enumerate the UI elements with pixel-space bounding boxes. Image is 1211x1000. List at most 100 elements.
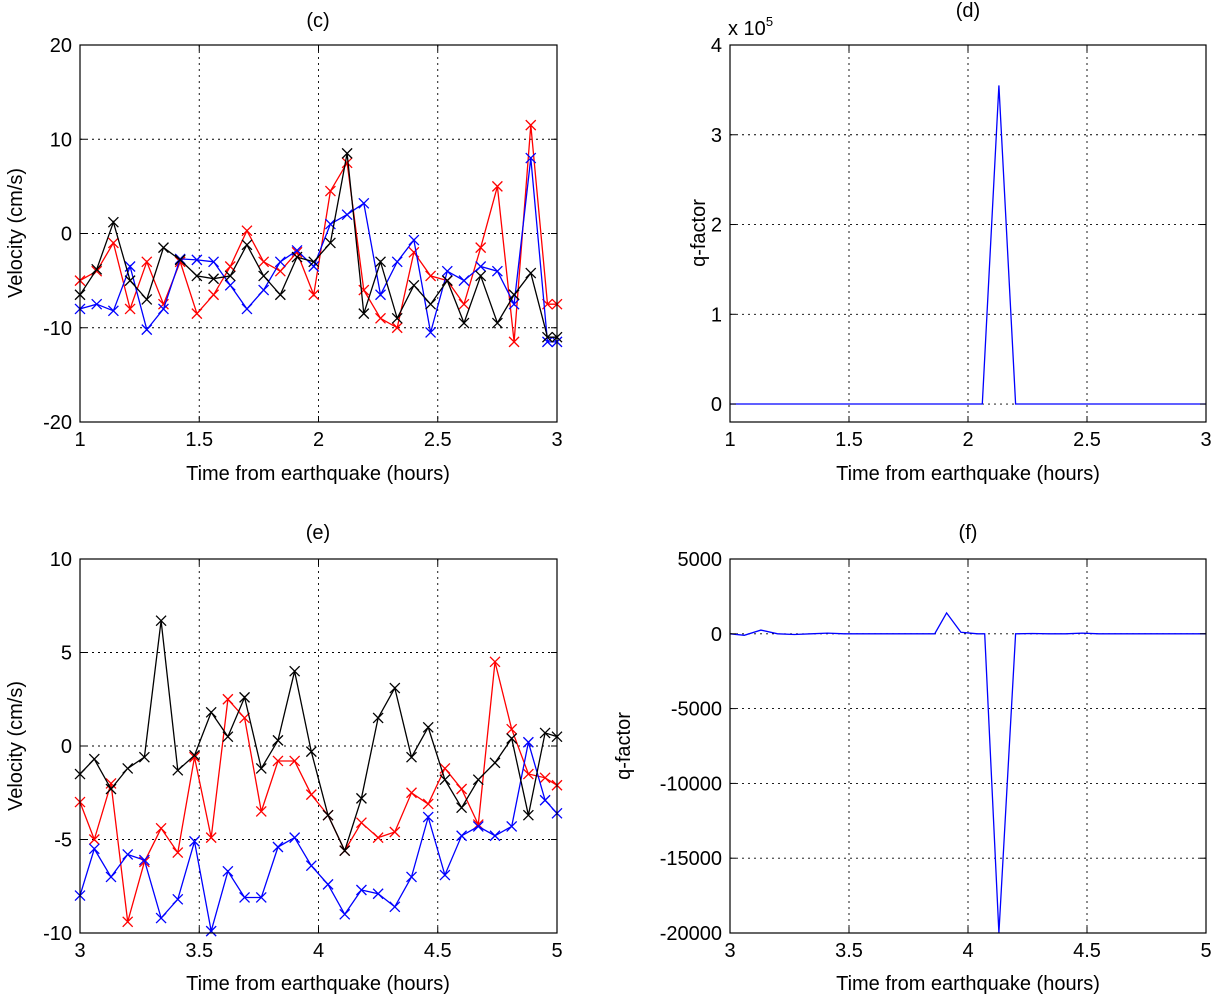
panel-e-series-black-point xyxy=(239,691,251,703)
panel-c-series-black-point xyxy=(91,263,103,275)
panel-e-series-red-point xyxy=(205,832,217,844)
panel-c-series-black-line xyxy=(79,153,557,338)
panel-e-x-axis-label: Time from earthquake (hours) xyxy=(186,973,450,995)
panel-c-series-blue-point xyxy=(441,265,453,277)
panel-c-series-red-point xyxy=(391,322,403,334)
panel-e-series-red-point xyxy=(522,768,534,780)
panel-c-series-black-point xyxy=(375,256,386,268)
panel-e-series-red-point xyxy=(456,783,468,795)
panel-c-series-blue-point xyxy=(391,256,403,268)
panel-e-series-red-point xyxy=(255,805,267,817)
panel-e-x-tick-label: 3 xyxy=(74,940,85,962)
panel-e-series-blue-point xyxy=(222,865,234,877)
panel-c: (c) 1 1.5 2 2.5 3 -20 -10 0 10 20 Time from earth… xyxy=(5,10,563,485)
panel-e-series-blue-point xyxy=(472,820,484,832)
panel-e-series-black-point xyxy=(205,706,217,718)
panel-e-x-tick-label: 4.5 xyxy=(424,940,452,962)
panel-e-series-blue-line xyxy=(79,742,558,932)
panel-f-x-tick-label: 4 xyxy=(962,940,973,962)
panel-e-series-blue-point xyxy=(172,893,184,905)
panel-f-series-q-line xyxy=(729,611,1206,934)
panel-e-series-black-point xyxy=(439,774,451,786)
panel-f-y-tick-label: 5000 xyxy=(678,549,723,571)
panel-e-series-black-point xyxy=(122,762,134,774)
panel-c-series-blue-point xyxy=(224,279,236,291)
panel-c-series-black-point xyxy=(425,298,437,310)
panel-e-series-black-point xyxy=(406,751,417,763)
panel-e-series-red-point xyxy=(105,777,117,789)
panel-e-series-red-point xyxy=(439,762,451,774)
panel-e-x-tick-label: 4 xyxy=(313,940,324,962)
panel-c-series-blue-point xyxy=(475,261,487,272)
panel-d-title: (d) xyxy=(956,0,980,22)
panel-e-series-red-point xyxy=(355,817,367,829)
panel-c-series-red-point xyxy=(124,303,136,315)
panel-e-series-blue-point xyxy=(189,835,200,847)
panel-e-series-black-point xyxy=(339,845,351,857)
panel-c-series-black-point xyxy=(274,289,286,301)
panel-f-x-tick-label: 4.5 xyxy=(1073,940,1101,962)
panel-f-y-axis-label: q-factor xyxy=(613,712,635,780)
panel-e-series-red-point xyxy=(155,822,167,834)
panel-e-y-axis-label: Velocity (cm/s) xyxy=(5,681,27,811)
panel-e-series-red-point xyxy=(422,798,434,810)
panel-e-y-tick-label: -10 xyxy=(43,923,72,945)
panel-e-series-blue-point xyxy=(372,888,384,900)
panel-e-series-black-point xyxy=(522,809,534,821)
panel-e-series-blue-point xyxy=(489,830,501,842)
panel-c-series-red-point xyxy=(258,256,270,268)
panel-e-series-red-point xyxy=(406,787,417,799)
panel-e-series-blue-point xyxy=(355,884,367,896)
panel-e-series-blue-point xyxy=(205,925,217,937)
panel-f-y-tick-label: -5000 xyxy=(671,699,722,721)
panel-e-series-red-point xyxy=(289,755,301,767)
panel-e-series-black-point xyxy=(155,615,167,627)
panel-e-series-blue-point xyxy=(255,892,267,903)
panel-c-series-red-point xyxy=(208,289,220,301)
panel-d-axes-frame xyxy=(729,44,1207,423)
panel-e-series-blue-point xyxy=(289,832,301,844)
panel-e-series-blue-point xyxy=(439,869,451,881)
panel-e-series-blue-point xyxy=(305,860,317,872)
panel-c-series-blue-point xyxy=(241,303,253,315)
panel-c-series-red-point xyxy=(475,242,487,254)
panel-e-series-blue-point xyxy=(122,849,134,860)
panel-c-y-tick-label: 0 xyxy=(61,224,72,246)
panel-d-y-tick-label: 2 xyxy=(711,215,722,237)
panel-c-series-blue-point xyxy=(308,261,320,272)
panel-f: (f) 3 3.5 4 4.5 5 -20000 -15000 -10000 -5000 0 500… xyxy=(613,522,1211,995)
panel-e-series-blue-point xyxy=(456,830,468,842)
panel-c-series-blue-point xyxy=(542,336,553,348)
panel-e-y-tick-label: 5 xyxy=(61,643,72,665)
panel-d-y-tick-label: 3 xyxy=(711,125,722,147)
panel-c-series-red-point xyxy=(491,180,503,192)
panel-c-x-tick-label: 2.5 xyxy=(424,429,452,451)
panel-c-series-black-point xyxy=(441,275,453,287)
panel-c-series-blue-point xyxy=(91,298,103,310)
panel-e-series-black-point xyxy=(389,682,401,694)
panel-e-series-black-point xyxy=(456,802,468,814)
panel-c-series-black-point xyxy=(525,267,537,279)
panel-e: (e) 3 3.5 4 4.5 5 -10 -5 0 5 10 Time from earthqu… xyxy=(5,522,563,995)
panel-f-x-tick-label: 3.5 xyxy=(835,940,863,962)
panel-c-series-blue-point xyxy=(458,275,470,287)
panel-c-x-tick-label: 1 xyxy=(74,429,85,451)
panel-c-x-axis-label: Time from earthquake (hours) xyxy=(186,463,450,485)
panel-c-series-black-point xyxy=(224,270,236,282)
panel-c-series-red-point xyxy=(107,237,119,249)
panel-c-series-red-point xyxy=(241,225,253,237)
panel-e-series-red-point xyxy=(372,832,384,844)
panel-c-series-red-point xyxy=(458,298,470,310)
panel-e-series-black-point xyxy=(539,727,551,739)
panel-e-series-black-point xyxy=(322,809,334,821)
panel-c-series-blue-point xyxy=(107,305,119,317)
panel-c-series-black-point xyxy=(258,270,270,282)
panel-d-scale-multiplier: x 105 xyxy=(728,14,773,40)
panel-c-series-red-point xyxy=(291,246,303,258)
panel-c-series-red-line xyxy=(79,125,557,342)
panel-e-series-red-point xyxy=(172,847,184,859)
panel-e-series-black-point xyxy=(355,792,367,804)
panel-d-y-tick-label: 1 xyxy=(711,304,722,326)
panel-e-series-black-point xyxy=(138,751,150,763)
